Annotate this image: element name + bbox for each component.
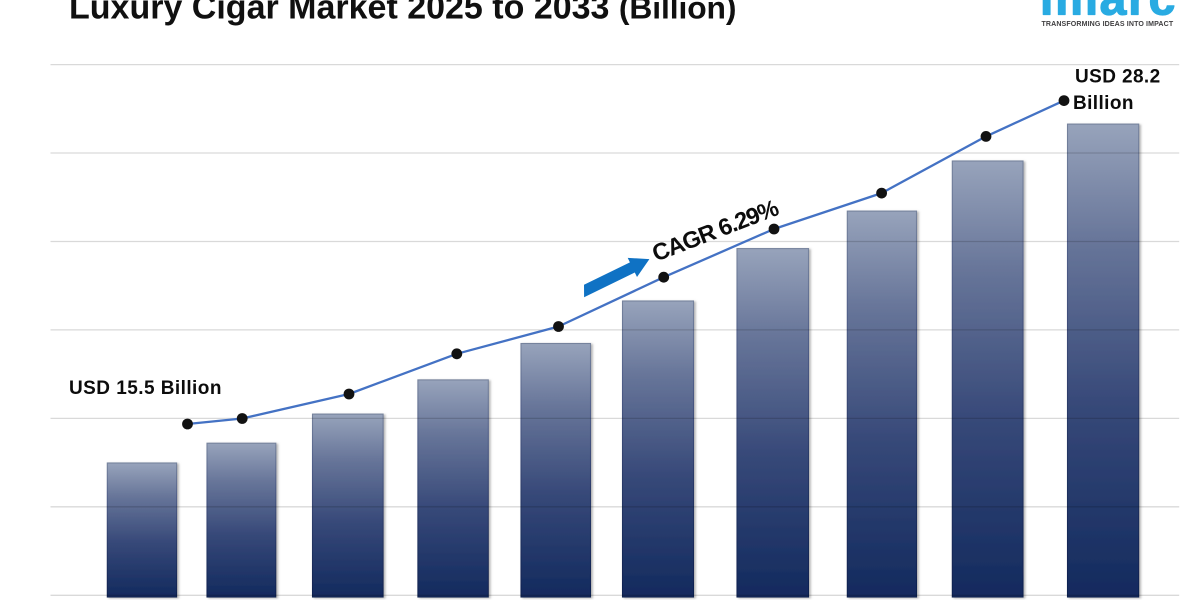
svg-text:imarc: imarc (1040, 0, 1177, 26)
svg-text:Billion: Billion (1073, 93, 1134, 114)
svg-text:Luxury Cigar Market 2025 to 20: Luxury Cigar Market 2025 to 2033 (Billio… (69, 0, 736, 26)
svg-text:USD 15.5 Billion: USD 15.5 Billion (69, 378, 222, 399)
svg-text:USD 28.2: USD 28.2 (1075, 67, 1161, 88)
svg-text:TRANSFORMING IDEAS INTO IMPACT: TRANSFORMING IDEAS INTO IMPACT (1042, 21, 1174, 28)
